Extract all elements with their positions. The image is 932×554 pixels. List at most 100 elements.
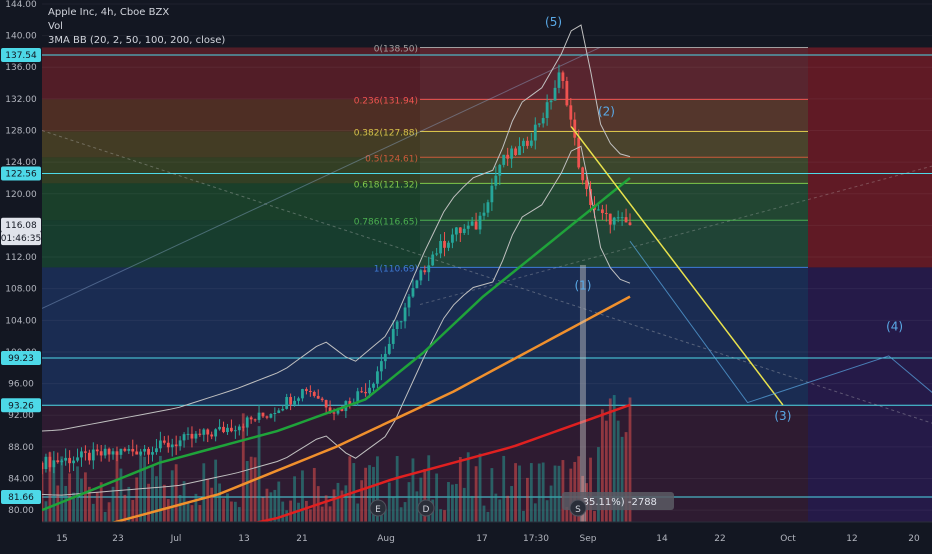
candle [119,448,123,455]
volume-bar [451,484,454,522]
candle [123,448,127,451]
candle [127,448,131,451]
event-marker [569,499,587,517]
volume-bar [372,466,375,522]
candle [198,433,202,435]
volume-bar [403,502,407,522]
candle [182,434,186,441]
volume-bar [115,452,119,522]
candle [360,391,364,393]
candle [72,460,75,464]
price-tick-label: 136.00 [5,63,37,73]
volume-bar [415,491,419,522]
price-level-label: 122.56 [5,170,37,180]
price-level-tag [1,48,41,63]
candle [379,361,383,372]
chart-legend: Apple Inc, 4h, Cboe BZX Vol 3MA BB (20, … [48,6,225,48]
candle [399,321,403,323]
candle [403,307,407,322]
candle [324,400,328,408]
volume-bar [360,480,364,522]
volume-bar [182,481,186,522]
time-tick-label: 15 [56,534,67,544]
candle [293,400,296,405]
time-tick-label: 22 [714,534,725,544]
time-tick-label: 14 [656,534,668,544]
candle [257,412,261,420]
volume-bar [395,456,399,522]
candle [356,391,360,404]
candle [64,457,68,461]
candle [439,240,442,254]
volume-bar [289,500,293,522]
time-axis-bg [0,522,932,550]
candle [162,440,166,443]
volume-bar [253,457,257,522]
candle [222,426,225,433]
price-level-label: 116.08 [5,221,37,231]
indicator-label[interactable]: 3MA BB (20, 2, 50, 100, 200, close) [48,35,226,46]
fib-zone [42,183,808,221]
symbol-line[interactable]: Apple Inc, 4h, Cboe BZX [48,7,170,18]
volume-bar [466,452,470,522]
candle [581,167,585,181]
candle [166,442,170,448]
volume-bar [135,477,139,522]
volume-bar [210,487,214,522]
volume-bar [147,483,150,522]
volume-bar [99,482,103,522]
candle [557,72,561,88]
price-tick-label: 128.00 [5,127,37,137]
volume-bar [218,483,221,522]
ma100-line [41,295,631,543]
volume-bar [308,509,312,522]
candle [376,371,379,384]
volume-bar [293,476,296,522]
volume-bar [427,455,431,522]
volume-bar [84,472,87,522]
time-tick-label: Aug [377,534,395,544]
fib-level-label: 1(110.69) [374,264,418,274]
volume-bar [87,486,91,522]
candle [174,444,178,447]
time-tick-label: 21 [296,534,307,544]
candle [490,185,494,203]
candle [194,433,198,439]
time-tick-label: Oct [780,534,796,544]
candle [147,448,150,455]
projection-line [570,126,784,406]
candle [577,137,581,168]
volume-bar [222,498,225,522]
candle [620,217,624,219]
volume-bar [458,457,462,522]
event-marker [369,499,387,517]
volume-bar [612,395,616,522]
volume-bar [490,468,494,522]
candle [498,164,502,176]
volume-bar [600,409,604,522]
volume-bar [608,398,612,522]
candle [253,419,257,421]
volume-bar [324,495,328,522]
right-zone-bottom [808,267,932,522]
candle [76,457,79,461]
candle [522,140,525,147]
candle [435,253,439,255]
candle [312,391,316,396]
candle [573,119,577,138]
trend-line [41,47,601,309]
fib-zone [42,157,808,184]
fib-zone [42,220,808,268]
volume-bar [593,511,596,522]
volume-bar [529,463,533,522]
candle [628,222,632,226]
volume-bar [423,468,427,522]
candle [454,227,458,235]
price-tick-label: 84.00 [8,475,34,485]
volume-bar [616,420,620,522]
vol-label[interactable]: Vol [48,21,63,32]
ma50-line [41,176,631,512]
candle [139,451,143,455]
